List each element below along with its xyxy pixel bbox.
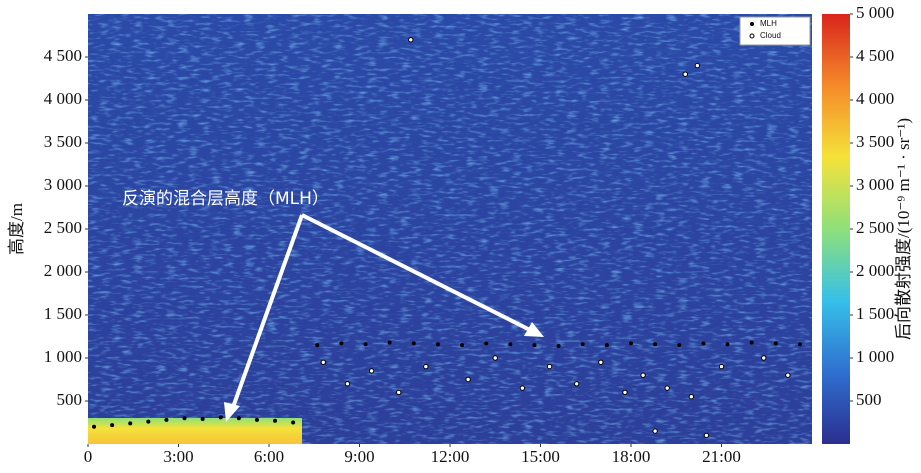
legend-label: Cloud xyxy=(760,31,781,40)
point xyxy=(146,419,151,424)
x-tick-label: 12:00 xyxy=(431,447,470,466)
point xyxy=(703,432,710,439)
point xyxy=(629,341,633,346)
surface-layer xyxy=(88,418,302,444)
y-tick-label: 4 000 xyxy=(44,89,82,108)
point xyxy=(396,389,402,396)
point xyxy=(556,343,561,348)
y-tick-label: 3 000 xyxy=(44,175,82,194)
colorbar-tick-label: 500 xyxy=(856,390,882,409)
point xyxy=(677,343,682,348)
point xyxy=(664,385,670,391)
point xyxy=(218,415,223,420)
point xyxy=(574,381,580,387)
point xyxy=(688,394,695,400)
point xyxy=(701,341,706,346)
point xyxy=(110,423,115,428)
point xyxy=(640,372,646,378)
point xyxy=(128,421,133,426)
colorbar-tick-label: 1 000 xyxy=(856,347,894,366)
point xyxy=(411,341,416,346)
point xyxy=(546,363,553,370)
point xyxy=(622,389,628,396)
colorbar-label: 后向散射强度/(10⁻⁹ m⁻¹ · sr⁻¹) xyxy=(894,118,913,340)
point xyxy=(532,343,537,348)
point xyxy=(408,37,414,43)
point xyxy=(291,420,296,425)
colorbar-tick-label: 2 000 xyxy=(856,261,894,280)
point xyxy=(652,428,658,434)
x-tick-label: 18:00 xyxy=(612,447,651,466)
point xyxy=(725,342,730,347)
legend-marker xyxy=(749,33,755,39)
plot-area xyxy=(88,14,812,444)
point xyxy=(320,359,326,365)
point xyxy=(92,424,97,429)
point xyxy=(465,376,471,383)
point xyxy=(387,340,392,345)
x-tick-label: 9:00 xyxy=(344,447,374,466)
point xyxy=(492,355,498,361)
point xyxy=(519,385,526,391)
y-tick-label: 2 500 xyxy=(44,218,82,237)
colorbar-tick-label: 3 500 xyxy=(856,132,894,151)
annotation: 反演的混合层高度（MLH） xyxy=(122,189,329,209)
y-tick-label: 1 500 xyxy=(44,304,82,323)
point xyxy=(200,417,205,422)
colorbar-tick-label: 3 000 xyxy=(856,175,894,194)
legend-box xyxy=(739,16,811,46)
point xyxy=(164,417,169,422)
colorbar-tick-label: 5 000 xyxy=(856,3,894,22)
colorbar xyxy=(822,14,850,444)
annotation-arrows xyxy=(224,213,544,422)
point xyxy=(653,342,658,347)
x-tick-label: 3:00 xyxy=(163,447,193,466)
x-tick-label: 6:00 xyxy=(254,447,284,466)
x-tick-label: 15:00 xyxy=(521,447,560,466)
point xyxy=(435,342,440,347)
point xyxy=(761,355,767,361)
point xyxy=(749,340,754,345)
point xyxy=(254,417,259,422)
backscatter-texture xyxy=(88,14,812,444)
point xyxy=(315,343,320,348)
legend xyxy=(739,16,811,46)
point xyxy=(236,416,241,421)
point xyxy=(460,343,465,348)
point xyxy=(423,363,429,370)
colorbar-tick-label: 4 000 xyxy=(856,89,894,108)
x-tick-label: 21:00 xyxy=(702,447,741,466)
point xyxy=(580,342,585,347)
colorbar-tick-label: 2 500 xyxy=(856,218,894,237)
point xyxy=(363,342,368,347)
colorbar-tick-label: 1 500 xyxy=(856,304,894,323)
point xyxy=(682,71,688,77)
y-tick-label: 3 500 xyxy=(44,132,82,151)
y-tick-label: 4 500 xyxy=(44,46,82,65)
point xyxy=(339,341,344,346)
point xyxy=(508,342,513,347)
y-axis-label: 高度/m xyxy=(7,203,26,255)
y-tick-label: 1 000 xyxy=(44,347,82,366)
point xyxy=(368,368,375,374)
point xyxy=(718,363,725,370)
point xyxy=(598,359,604,365)
point xyxy=(484,341,489,346)
point xyxy=(604,343,609,348)
colorbar-tick-label: 4 500 xyxy=(856,46,894,65)
x-tick-label: 0 xyxy=(84,447,93,466)
point xyxy=(694,62,701,69)
point xyxy=(273,418,278,423)
point xyxy=(182,416,187,421)
point xyxy=(773,341,778,346)
legend-label: MLH xyxy=(760,19,777,28)
point xyxy=(797,342,802,347)
y-tick-label: 500 xyxy=(57,390,83,409)
y-tick-label: 2 000 xyxy=(44,261,82,280)
legend-marker xyxy=(750,22,754,26)
point xyxy=(785,372,791,378)
point xyxy=(344,381,351,387)
